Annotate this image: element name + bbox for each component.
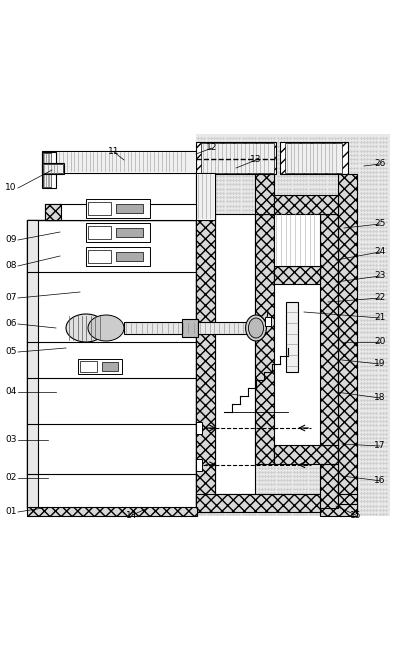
Bar bbox=[86, 223, 150, 242]
Bar bbox=[274, 195, 338, 214]
Text: 01: 01 bbox=[6, 507, 17, 516]
Bar bbox=[274, 214, 320, 445]
Text: 07: 07 bbox=[6, 294, 17, 303]
Bar bbox=[320, 464, 338, 508]
Ellipse shape bbox=[88, 315, 124, 341]
Text: 24: 24 bbox=[374, 248, 386, 257]
Text: 02: 02 bbox=[6, 474, 17, 483]
Bar bbox=[102, 362, 118, 371]
Text: 19: 19 bbox=[374, 360, 386, 369]
Bar bbox=[27, 507, 197, 516]
Bar bbox=[196, 174, 215, 512]
Bar bbox=[285, 143, 342, 173]
Bar bbox=[86, 247, 150, 266]
Bar bbox=[116, 203, 143, 213]
Text: 10: 10 bbox=[6, 183, 17, 192]
Text: 21: 21 bbox=[374, 314, 386, 323]
Bar bbox=[338, 174, 357, 512]
Bar bbox=[42, 151, 196, 173]
Bar bbox=[43, 152, 195, 172]
Bar bbox=[196, 459, 202, 471]
Bar bbox=[265, 318, 271, 326]
Text: 15: 15 bbox=[350, 511, 362, 520]
Bar bbox=[274, 266, 320, 284]
Text: 17: 17 bbox=[374, 441, 386, 450]
Bar bbox=[88, 202, 111, 214]
Text: 06: 06 bbox=[6, 319, 17, 329]
Bar bbox=[43, 165, 63, 173]
Text: 26: 26 bbox=[374, 159, 386, 168]
Bar bbox=[43, 153, 51, 187]
Bar bbox=[42, 152, 56, 188]
Text: 18: 18 bbox=[374, 393, 386, 402]
Ellipse shape bbox=[66, 314, 106, 342]
Bar bbox=[286, 302, 298, 372]
Bar bbox=[196, 422, 202, 434]
Bar bbox=[42, 163, 64, 174]
Bar bbox=[198, 322, 255, 334]
Text: 09: 09 bbox=[6, 235, 17, 244]
Bar bbox=[88, 226, 111, 239]
Bar bbox=[116, 251, 143, 261]
Text: 08: 08 bbox=[6, 262, 17, 270]
Text: 22: 22 bbox=[374, 294, 386, 303]
Bar bbox=[88, 250, 111, 263]
Bar bbox=[45, 204, 196, 220]
Bar bbox=[215, 214, 255, 494]
Text: 14: 14 bbox=[126, 511, 138, 520]
Bar bbox=[27, 220, 38, 508]
Bar bbox=[196, 134, 390, 516]
Bar bbox=[274, 445, 338, 464]
Bar bbox=[201, 143, 274, 173]
Text: 12: 12 bbox=[206, 143, 218, 152]
Bar bbox=[182, 319, 198, 337]
Bar bbox=[280, 142, 348, 174]
Bar bbox=[196, 173, 215, 220]
Text: 16: 16 bbox=[374, 476, 386, 485]
Bar bbox=[86, 199, 150, 218]
Bar bbox=[320, 504, 357, 516]
Text: 20: 20 bbox=[374, 338, 386, 347]
Bar bbox=[124, 322, 200, 334]
Text: 13: 13 bbox=[250, 156, 262, 165]
Bar bbox=[274, 214, 320, 266]
Text: 11: 11 bbox=[108, 148, 120, 157]
Bar bbox=[197, 174, 214, 219]
Bar bbox=[320, 214, 338, 445]
Bar bbox=[45, 204, 61, 220]
Bar bbox=[255, 214, 274, 464]
Bar bbox=[80, 361, 97, 372]
Ellipse shape bbox=[248, 318, 264, 338]
Ellipse shape bbox=[246, 315, 266, 341]
Bar bbox=[27, 220, 196, 508]
Text: 03: 03 bbox=[6, 435, 17, 445]
Bar bbox=[196, 142, 276, 174]
Bar bbox=[196, 494, 357, 512]
Text: 04: 04 bbox=[6, 388, 17, 397]
Bar bbox=[78, 359, 122, 374]
Text: 05: 05 bbox=[6, 347, 17, 356]
Bar bbox=[255, 174, 274, 214]
Text: 23: 23 bbox=[374, 272, 386, 281]
Bar bbox=[116, 227, 143, 237]
Text: 25: 25 bbox=[374, 220, 386, 229]
